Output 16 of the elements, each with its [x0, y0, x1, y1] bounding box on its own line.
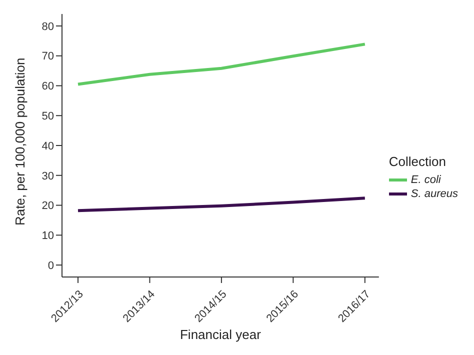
y-tick-label: 0 [48, 260, 54, 272]
y-tick-label: 70 [42, 50, 54, 63]
y-tick-label: 40 [42, 140, 54, 152]
y-tick-label: 60 [42, 80, 54, 93]
y-tick-label: 50 [42, 110, 54, 123]
legend-title: Collection [388, 154, 447, 169]
legend-label: E. coli [410, 174, 441, 186]
y-tick-label: 80 [42, 20, 54, 33]
legend-label: S. aureus [410, 188, 458, 200]
x-axis-title: Financial year [180, 327, 262, 342]
y-tick-label: 20 [42, 200, 54, 212]
y-axis-title: Rate, per 100,000 population [12, 58, 28, 226]
y-tick-label: 30 [42, 170, 54, 182]
y-tick-label: 10 [42, 230, 54, 242]
line-series [76, 196, 366, 212]
line-series [76, 42, 366, 86]
